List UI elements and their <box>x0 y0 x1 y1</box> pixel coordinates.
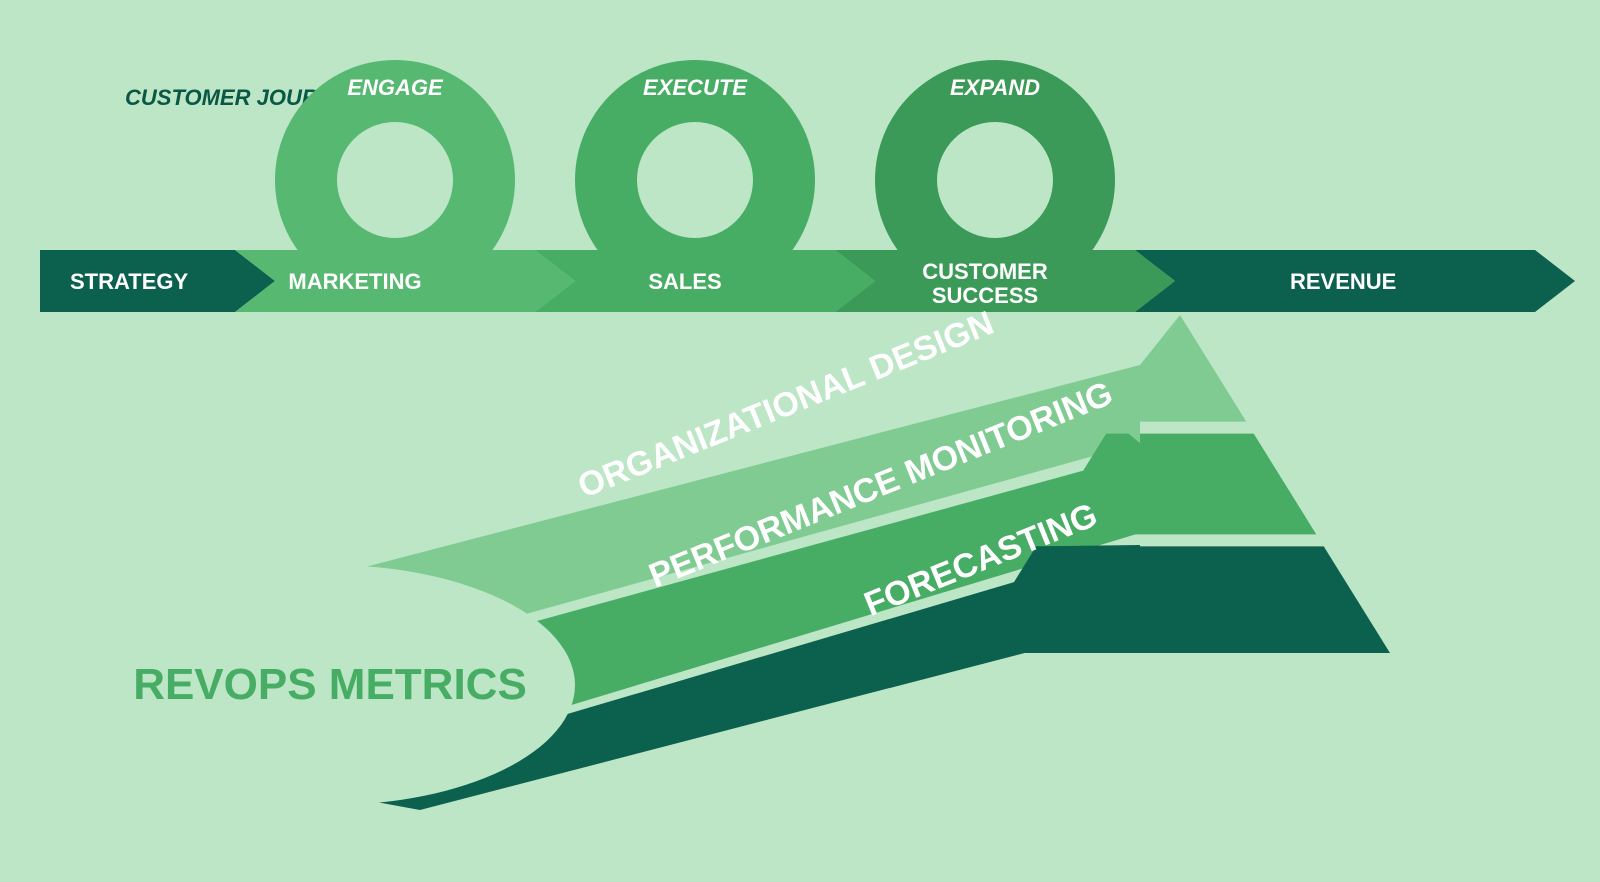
stage-band-label-0: MARKETING <box>288 269 421 294</box>
revenue-label: REVENUE <box>1290 269 1396 294</box>
loop-label-2: EXPAND <box>950 75 1040 100</box>
stage-band-label-2-b: SUCCESS <box>932 283 1038 308</box>
revops-diagram: CUSTOMER JOURNEYSTRATEGYMARKETINGENGAGES… <box>0 0 1600 882</box>
revops-metrics-label: REVOPS METRICS <box>133 660 527 709</box>
stage-band-label-2-a: CUSTOMER <box>922 259 1048 284</box>
loop-label-1: EXECUTE <box>643 75 748 100</box>
stage-band-label-1: SALES <box>648 269 721 294</box>
strategy-label: STRATEGY <box>70 269 188 294</box>
loop-label-0: ENGAGE <box>347 75 444 100</box>
